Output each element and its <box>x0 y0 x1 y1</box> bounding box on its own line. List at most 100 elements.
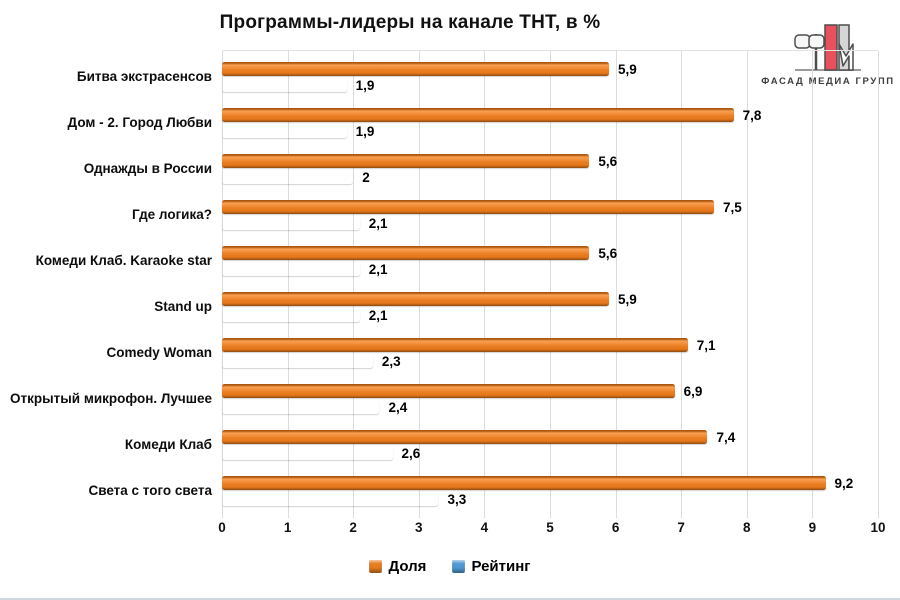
bar-line-share: 7,5 <box>222 199 878 215</box>
bar-value-label: 7,5 <box>723 199 742 215</box>
gridline-8 <box>746 51 748 518</box>
gridline-1 <box>287 51 289 518</box>
bar-rating <box>222 308 360 322</box>
bar-line-share: 9,2 <box>222 476 878 491</box>
bar-share <box>222 62 610 76</box>
category-label: Дом - 2. Город Любви <box>67 114 212 130</box>
bar-rating <box>222 78 347 92</box>
bar-line-rating: 2,1 <box>222 262 878 277</box>
legend-swatch-share <box>369 560 383 573</box>
bar-rating <box>222 216 360 230</box>
chart-row: Открытый микрофон. Лучшее 6,9 2,4 <box>0 376 878 422</box>
bar-share <box>222 430 708 444</box>
legend-item-share: Доля <box>369 558 426 575</box>
bar-value-label: 7,8 <box>742 107 762 123</box>
x-tick-label: 10 <box>870 520 886 535</box>
bar-value-label: 5,6 <box>598 153 618 169</box>
bar-rating <box>222 446 393 460</box>
bar-line-rating: 2,1 <box>222 307 878 323</box>
gridline-5 <box>550 51 551 518</box>
category-label: Комеди Клаб <box>124 436 212 452</box>
legend-swatch-rating <box>452 560 466 573</box>
bar-group: 5,9 1,9 <box>222 61 878 93</box>
gridline-2 <box>353 51 355 518</box>
bar-share <box>222 246 590 260</box>
bar-line-share: 6,9 <box>222 383 878 399</box>
category-label: Битва экстрасенсов <box>76 68 212 84</box>
category-label: Открытый микрофон. Лучшее <box>10 390 212 406</box>
bar-rating <box>222 124 347 138</box>
legend-item-rating: Рейтинг <box>452 558 531 575</box>
bar-value-label: 1,9 <box>355 123 375 139</box>
bar-share <box>222 292 610 306</box>
x-tick-label: 5 <box>546 520 554 535</box>
gridline-6 <box>615 51 617 518</box>
bar-value-label: 5,6 <box>598 245 618 261</box>
bar-share <box>222 200 714 214</box>
x-tick-label: 8 <box>743 520 751 535</box>
bar-group: 5,9 2,1 <box>222 292 878 323</box>
chart-title: Программы-лидеры на канале ТНТ, в % <box>219 12 601 33</box>
bar-value-label: 2,3 <box>381 353 401 369</box>
gridline-7 <box>681 51 683 518</box>
bar-line-share: 7,4 <box>222 429 878 445</box>
bar-share <box>222 384 675 398</box>
bar-value-label: 7,4 <box>716 429 736 445</box>
category-label: Где логика? <box>131 206 212 222</box>
bar-share <box>222 154 590 168</box>
chart-row: Битва экстрасенсов 5,9 1,9 <box>0 54 878 100</box>
chart-row: Однажды в России 5,6 2 <box>0 146 878 192</box>
bar-group: 6,9 2,4 <box>222 383 878 415</box>
bar-group: 9,2 3,3 <box>222 476 878 507</box>
bar-group: 7,8 1,9 <box>222 107 878 139</box>
chart-row: Stand up 5,9 2,1 <box>0 284 878 330</box>
bar-group: 7,4 2,6 <box>222 429 878 461</box>
bar-line-share: 5,6 <box>222 245 878 261</box>
chart-row: Comedy Woman 7,1 2,3 <box>0 330 878 376</box>
bar-line-rating: 1,9 <box>222 78 878 93</box>
x-tick-label: 9 <box>808 520 817 535</box>
bar-group: 7,1 2,3 <box>222 337 878 369</box>
category-label: Однажды в России <box>83 160 212 176</box>
bar-share <box>222 476 826 490</box>
category-label: Комеди Клаб. Karaoke star <box>35 252 212 268</box>
bar-value-label: 2,1 <box>368 307 388 323</box>
bar-line-rating: 1,9 <box>222 123 878 139</box>
gridline-9 <box>812 51 814 518</box>
plot-gridlines <box>222 50 879 518</box>
legend-label: Рейтинг <box>471 558 531 575</box>
bar-rating <box>222 170 353 184</box>
bar-line-rating: 2,4 <box>222 399 878 415</box>
bar-line-share: 5,9 <box>222 292 878 307</box>
bar-line-share: 7,8 <box>222 107 878 123</box>
category-label: Stand up <box>154 298 212 314</box>
x-tick-label: 6 <box>611 520 620 535</box>
x-tick-label: 7 <box>677 520 685 535</box>
bar-value-label: 6,9 <box>683 383 703 399</box>
bar-group: 7,5 2,1 <box>222 199 878 231</box>
chart-row: Где логика? 7,5 2,1 <box>0 192 878 238</box>
x-tick-label: 0 <box>218 520 226 535</box>
category-label: Comedy Woman <box>106 344 212 360</box>
x-tick-label: 1 <box>283 520 292 535</box>
bar-rating <box>222 400 379 414</box>
bottom-border <box>0 598 900 600</box>
bar-value-label: 5,9 <box>618 61 637 77</box>
bar-value-label: 3,3 <box>447 491 467 507</box>
bar-line-rating: 3,3 <box>222 491 878 507</box>
chart-row: Комеди Клаб. Karaoke star 5,6 2,1 <box>0 238 878 284</box>
bar-line-share: 5,9 <box>222 61 878 77</box>
gridline-4 <box>484 51 486 518</box>
bar-value-label: 2 <box>362 169 370 185</box>
bar-value-label: 7,1 <box>696 337 716 353</box>
bar-line-rating: 2 <box>222 169 878 185</box>
gridline-3 <box>418 51 420 518</box>
gridline-0 <box>222 51 223 518</box>
bar-value-label: 2,6 <box>401 445 421 461</box>
chart-rows: Битва экстрасенсов 5,9 1,9 Дом - 2. Город Л… <box>0 50 878 514</box>
bar-value-label: 2,4 <box>388 399 408 415</box>
bar-line-rating: 2,3 <box>222 353 878 369</box>
bar-rating <box>222 354 373 368</box>
bar-group: 5,6 2,1 <box>222 245 878 277</box>
logo-text: ФАСАД МЕДИА ГРУПП <box>761 76 895 87</box>
